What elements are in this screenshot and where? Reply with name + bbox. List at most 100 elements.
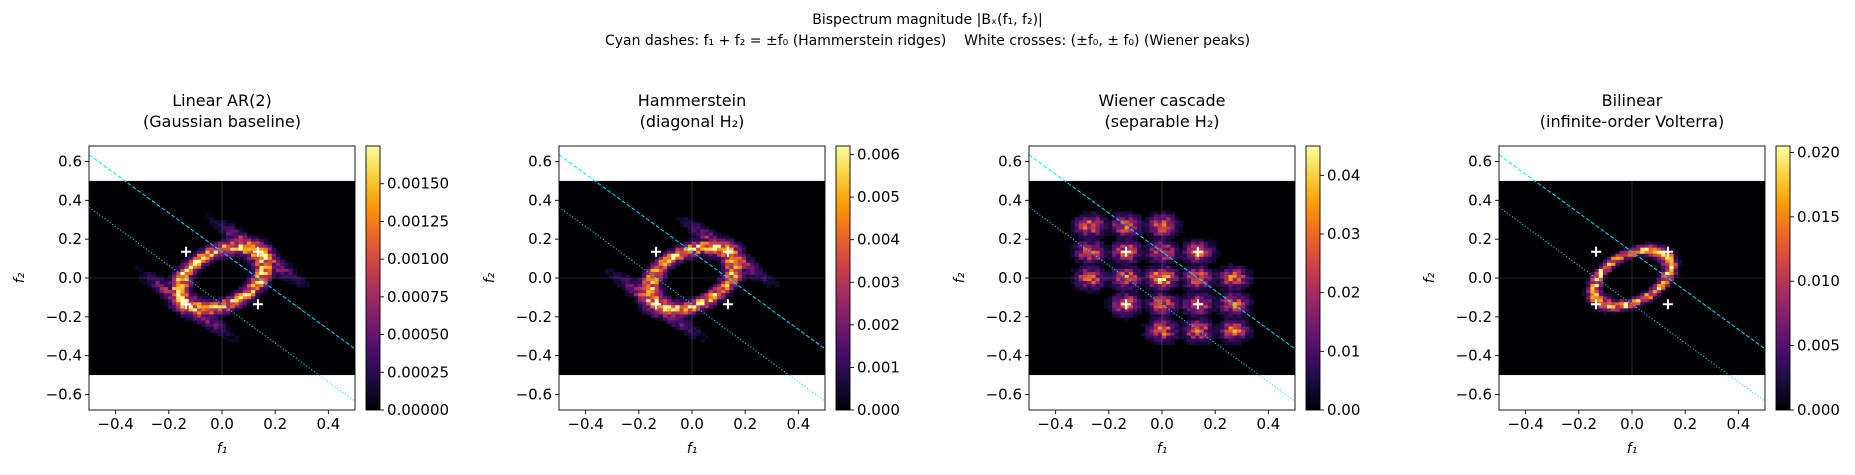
heatmap-cell <box>263 253 269 258</box>
heatmap-cell <box>687 244 693 249</box>
heatmap-cell <box>1623 299 1629 303</box>
heatmap-cell <box>1240 296 1246 300</box>
heatmap-cell <box>1145 308 1150 312</box>
heatmap-cell <box>1095 290 1101 294</box>
heatmap-cell <box>687 296 693 300</box>
peak-marker <box>1192 246 1203 257</box>
heatmap-cell <box>1166 296 1171 300</box>
heatmap-cell <box>1099 271 1105 276</box>
heatmap-cell <box>1166 287 1171 291</box>
heatmap-cell <box>658 287 664 291</box>
heatmap-cell <box>729 253 734 258</box>
heatmap-cell <box>1083 274 1088 279</box>
heatmap-cell <box>255 268 260 273</box>
heatmap-cell <box>1228 287 1234 291</box>
heatmap-cell <box>1245 274 1250 279</box>
heatmap-cell <box>1636 247 1641 252</box>
heatmap-cell <box>737 265 743 270</box>
heatmap-cell <box>1182 241 1188 246</box>
heatmap-cell <box>1199 253 1204 258</box>
heatmap-cell <box>1157 241 1163 246</box>
heatmap-cell <box>1112 314 1117 318</box>
heatmap-cell <box>1632 250 1637 255</box>
heatmap-cell <box>1149 299 1155 303</box>
heatmap-cell <box>1145 244 1150 249</box>
heatmap-cell <box>746 268 751 273</box>
heatmap-cell <box>255 271 260 276</box>
heatmap-cell <box>646 302 651 306</box>
heatmap-cell <box>1245 299 1250 303</box>
heatmap-cell <box>1166 241 1171 246</box>
heatmap-cell <box>1149 250 1155 255</box>
heatmap-cell <box>737 284 743 288</box>
heatmap-cell <box>184 268 190 273</box>
heatmap-cell <box>176 305 181 309</box>
heatmap-cell <box>180 290 185 294</box>
heatmap-cell <box>692 244 697 249</box>
heatmap-cell <box>226 253 231 258</box>
heatmap-cell <box>1162 320 1167 324</box>
heatmap-cell <box>1207 284 1213 288</box>
heatmap-cell <box>729 268 734 273</box>
heatmap-cell <box>721 241 726 246</box>
heatmap-cell <box>1095 241 1101 246</box>
heatmap-cell <box>263 268 269 273</box>
heatmap-cell <box>1619 256 1625 261</box>
heatmap-cell <box>667 293 672 297</box>
heatmap-cell <box>1236 290 1242 294</box>
heatmap-cell <box>226 299 231 303</box>
heatmap-cell <box>733 259 739 264</box>
heatmap-cell <box>1157 262 1163 267</box>
peak-marker <box>1192 299 1203 310</box>
heatmap-cell <box>1195 290 1200 294</box>
heatmap-cell <box>251 268 256 273</box>
heatmap-cell <box>637 293 643 297</box>
heatmap-cell <box>1656 284 1662 288</box>
heatmap-cell <box>1145 305 1150 309</box>
heatmap-cell <box>1124 244 1130 249</box>
heatmap-cell <box>650 268 655 273</box>
heatmap-cell <box>1195 335 1200 340</box>
heatmap-cell <box>667 268 672 273</box>
heatmap-cell <box>658 253 664 258</box>
heatmap-cell <box>1070 268 1076 273</box>
heatmap-cell <box>1170 259 1175 264</box>
heatmap-cell <box>246 284 252 288</box>
heatmap-cell <box>1224 299 1229 303</box>
heatmap-cell <box>1582 287 1587 291</box>
heatmap-cell <box>1157 284 1163 288</box>
peak-marker <box>722 246 733 257</box>
heatmap-cell <box>230 238 235 242</box>
heatmap-cell <box>1232 338 1238 343</box>
heatmap-cell <box>1166 214 1171 218</box>
y-axis-label: f₂ <box>1422 272 1438 283</box>
heatmap-cell <box>729 290 734 294</box>
heatmap-cell <box>1669 265 1674 270</box>
heatmap-cell <box>1107 250 1113 255</box>
heatmap-cell <box>1673 265 1679 270</box>
peak-marker <box>651 299 662 310</box>
heatmap-cell <box>1232 332 1238 337</box>
heatmap-cell <box>1648 299 1654 303</box>
heatmap-cell <box>1078 268 1084 273</box>
heatmap-cell <box>1124 229 1130 233</box>
heatmap-cell <box>1207 332 1213 337</box>
heatmap-cell <box>267 247 273 252</box>
heatmap-cell <box>1095 262 1101 267</box>
heatmap-cell <box>613 274 618 279</box>
heatmap-cell <box>696 329 701 333</box>
heatmap-cell <box>1070 278 1076 282</box>
heatmap-cell <box>1182 293 1188 297</box>
heatmap-cell <box>263 241 269 246</box>
heatmap-cell <box>708 250 714 255</box>
heatmap-cell <box>284 268 289 273</box>
heatmap-cell <box>222 299 227 303</box>
heatmap-cell <box>1120 229 1125 233</box>
heatmap-cell <box>1087 223 1092 227</box>
heatmap-cell <box>1124 214 1130 218</box>
peak-marker <box>1591 299 1602 310</box>
heatmap-cell <box>642 268 647 273</box>
heatmap-cell <box>1245 314 1250 318</box>
heatmap-cell <box>1157 268 1163 273</box>
heatmap-cell <box>1132 214 1138 218</box>
